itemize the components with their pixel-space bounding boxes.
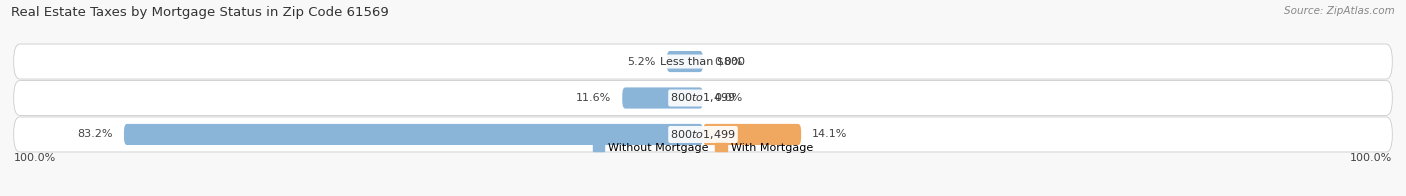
FancyBboxPatch shape xyxy=(703,124,801,145)
Text: 11.6%: 11.6% xyxy=(576,93,612,103)
FancyBboxPatch shape xyxy=(14,44,1392,79)
FancyBboxPatch shape xyxy=(124,124,703,145)
FancyBboxPatch shape xyxy=(14,117,1392,152)
Text: Real Estate Taxes by Mortgage Status in Zip Code 61569: Real Estate Taxes by Mortgage Status in … xyxy=(11,6,389,19)
Legend: Without Mortgage, With Mortgage: Without Mortgage, With Mortgage xyxy=(588,139,818,158)
Text: 100.0%: 100.0% xyxy=(14,153,56,163)
Text: Source: ZipAtlas.com: Source: ZipAtlas.com xyxy=(1284,6,1395,16)
Text: 0.0%: 0.0% xyxy=(714,93,742,103)
Text: 100.0%: 100.0% xyxy=(1350,153,1392,163)
Text: 14.1%: 14.1% xyxy=(813,130,848,140)
Text: $800 to $1,499: $800 to $1,499 xyxy=(671,92,735,104)
Text: Less than $800: Less than $800 xyxy=(661,56,745,66)
FancyBboxPatch shape xyxy=(623,87,703,109)
FancyBboxPatch shape xyxy=(666,51,703,72)
Text: 83.2%: 83.2% xyxy=(77,130,112,140)
Text: 5.2%: 5.2% xyxy=(627,56,655,66)
Text: 0.0%: 0.0% xyxy=(714,56,742,66)
FancyBboxPatch shape xyxy=(14,81,1392,115)
Text: $800 to $1,499: $800 to $1,499 xyxy=(671,128,735,141)
